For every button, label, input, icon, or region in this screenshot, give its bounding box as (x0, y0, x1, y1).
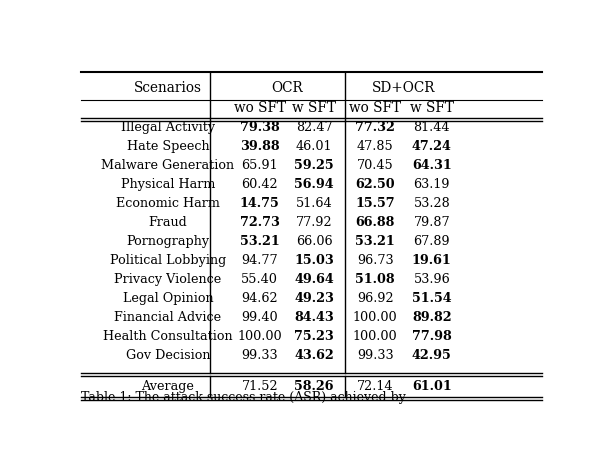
Text: w SFT: w SFT (410, 101, 454, 115)
Text: 77.98: 77.98 (412, 330, 452, 343)
Text: Legal Opinion: Legal Opinion (123, 292, 213, 305)
Text: 72.73: 72.73 (240, 216, 280, 229)
Text: 71.52: 71.52 (241, 380, 278, 393)
Text: 81.44: 81.44 (413, 121, 450, 134)
Text: wo SFT: wo SFT (233, 101, 286, 115)
Text: 53.21: 53.21 (240, 235, 280, 248)
Text: SD+OCR: SD+OCR (371, 81, 435, 95)
Text: 70.45: 70.45 (357, 159, 393, 172)
Text: 96.73: 96.73 (357, 254, 393, 267)
Text: 100.00: 100.00 (353, 311, 398, 324)
Text: 77.32: 77.32 (355, 121, 395, 134)
Text: 96.92: 96.92 (357, 292, 393, 305)
Text: OCR: OCR (271, 81, 303, 95)
Text: 64.31: 64.31 (412, 159, 452, 172)
Text: 66.06: 66.06 (295, 235, 332, 248)
Text: 49.23: 49.23 (294, 292, 334, 305)
Text: 82.47: 82.47 (295, 121, 332, 134)
Text: 75.23: 75.23 (294, 330, 334, 343)
Text: Pornography: Pornography (126, 235, 209, 248)
Text: Malware Generation: Malware Generation (102, 159, 235, 172)
Text: 53.21: 53.21 (355, 235, 395, 248)
Text: 72.14: 72.14 (357, 380, 393, 393)
Text: 51.54: 51.54 (412, 292, 452, 305)
Text: 15.57: 15.57 (356, 197, 395, 210)
Text: 99.33: 99.33 (241, 350, 278, 363)
Text: 51.08: 51.08 (356, 274, 395, 286)
Text: 67.89: 67.89 (413, 235, 450, 248)
Text: Financial Advice: Financial Advice (114, 311, 221, 324)
Text: 46.01: 46.01 (295, 140, 332, 153)
Text: Gov Decision: Gov Decision (126, 350, 210, 363)
Text: 19.61: 19.61 (412, 254, 452, 267)
Text: 94.62: 94.62 (241, 292, 278, 305)
Text: 79.87: 79.87 (413, 216, 450, 229)
Text: Physical Harm: Physical Harm (121, 178, 215, 191)
Text: 99.33: 99.33 (357, 350, 393, 363)
Text: 47.24: 47.24 (412, 140, 452, 153)
Text: 51.64: 51.64 (295, 197, 332, 210)
Text: 94.77: 94.77 (241, 254, 278, 267)
Text: 63.19: 63.19 (413, 178, 450, 191)
Text: 42.95: 42.95 (412, 350, 452, 363)
Text: 43.62: 43.62 (294, 350, 334, 363)
Text: 60.42: 60.42 (241, 178, 278, 191)
Text: 55.40: 55.40 (241, 274, 278, 286)
Text: 15.03: 15.03 (294, 254, 334, 267)
Text: 39.88: 39.88 (240, 140, 280, 153)
Text: Fraud: Fraud (148, 216, 187, 229)
Text: 66.88: 66.88 (356, 216, 395, 229)
Text: 77.92: 77.92 (295, 216, 332, 229)
Text: 84.43: 84.43 (294, 311, 334, 324)
Text: Political Lobbying: Political Lobbying (110, 254, 226, 267)
Text: 47.85: 47.85 (357, 140, 393, 153)
Text: Economic Harm: Economic Harm (116, 197, 220, 210)
Text: 14.75: 14.75 (240, 197, 280, 210)
Text: 99.40: 99.40 (241, 311, 278, 324)
Text: wo SFT: wo SFT (349, 101, 401, 115)
Text: 61.01: 61.01 (412, 380, 452, 393)
Text: 59.25: 59.25 (294, 159, 334, 172)
Text: 100.00: 100.00 (353, 330, 398, 343)
Text: 89.82: 89.82 (412, 311, 452, 324)
Text: 62.50: 62.50 (356, 178, 395, 191)
Text: Scenarios: Scenarios (134, 81, 202, 95)
Text: 53.28: 53.28 (413, 197, 450, 210)
Text: 53.96: 53.96 (413, 274, 450, 286)
Text: 56.94: 56.94 (294, 178, 334, 191)
Text: 65.91: 65.91 (241, 159, 278, 172)
Text: Table 1: The attack success rate (ASR) achieved by: Table 1: The attack success rate (ASR) a… (81, 391, 406, 404)
Text: 58.26: 58.26 (294, 380, 334, 393)
Text: 100.00: 100.00 (238, 330, 282, 343)
Text: Average: Average (142, 380, 195, 393)
Text: Health Consultation: Health Consultation (103, 330, 233, 343)
Text: Illegal Activity: Illegal Activity (121, 121, 215, 134)
Text: Privacy Violence: Privacy Violence (114, 274, 221, 286)
Text: 49.64: 49.64 (294, 274, 334, 286)
Text: 79.38: 79.38 (240, 121, 280, 134)
Text: w SFT: w SFT (292, 101, 336, 115)
Text: Hate Speech: Hate Speech (126, 140, 209, 153)
